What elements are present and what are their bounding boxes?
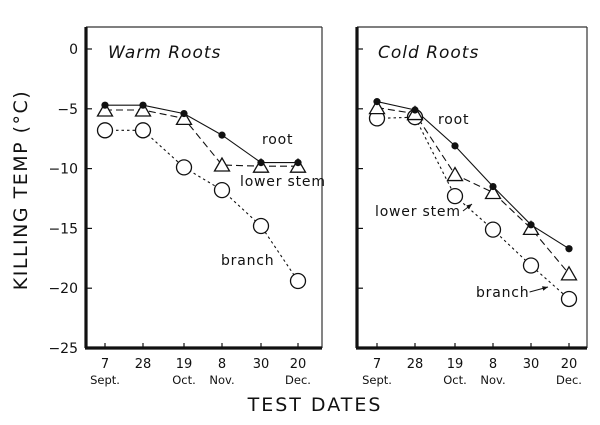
filled-circle-marker [489,182,497,191]
x-tick-month: Nov. [209,373,234,387]
series-annotation: branch [221,253,274,269]
open-circle-marker [484,221,502,238]
series-annotation: root [438,112,469,128]
open-triangle-marker [175,110,193,126]
open-circle-marker [134,122,152,139]
filled-circle-marker [294,159,302,167]
open-circle-marker [522,257,540,274]
panel-title: Warm Roots [108,43,221,63]
filled-circle-marker [451,142,459,150]
series-line-root [105,104,298,164]
x-tick-day: 30 [523,357,540,372]
open-triangle-marker [213,156,231,172]
x-tick-month: Dec. [285,373,311,387]
filled-circle-marker [139,101,147,109]
open-triangle-marker [446,166,464,182]
filled-circle-marker [527,221,535,229]
panel-title: Cold Roots [378,43,479,63]
series-line-branch [376,116,570,300]
x-tick-month: Sept. [90,373,120,387]
arrowhead-icon [466,204,472,210]
filled-circle-marker [101,101,109,109]
y-axis-label: KILLING TEMP (°C) [6,60,36,320]
filled-circle-marker [411,106,419,114]
open-triangle-marker [560,265,578,281]
x-tick-month: Dec. [556,373,582,387]
series-line-lower-stem [376,107,570,275]
x-tick-day: 28 [407,357,424,372]
open-circle-marker [560,290,578,308]
arrowhead-icon [542,286,548,291]
y-axis-label-text: KILLING TEMP (°C) [10,89,32,291]
series-annotation: lower stem [375,204,461,220]
open-circle-marker [96,122,114,139]
filled-circle-marker [565,245,573,253]
open-circle-marker [289,272,307,290]
x-tick-month: Sept. [362,373,392,387]
x-tick-month: Nov. [480,373,505,387]
x-tick-month: Oct. [443,373,467,387]
open-circle-marker [175,159,193,176]
filled-circle-marker [373,98,381,106]
x-tick-day: 7 [101,357,109,372]
filled-circle-marker [257,159,265,167]
y-tick-label: −5 [57,102,78,118]
x-tick-month: Oct. [172,373,196,387]
filled-circle-marker [218,131,226,139]
open-triangle-marker [484,184,502,200]
x-tick-day: 8 [218,357,226,372]
y-tick-label: 0 [69,42,78,58]
open-circle-marker [213,181,231,199]
x-tick-day: 20 [561,357,578,372]
x-tick-day: 28 [135,357,152,372]
y-tick-label: −25 [48,341,78,357]
x-tick-day: 19 [447,357,464,372]
x-tick-day: 19 [176,357,193,372]
y-tick-label: −10 [48,162,78,178]
y-tick-label: −15 [48,221,78,237]
open-circle-marker [252,217,270,235]
x-tick-day: 30 [253,357,270,372]
series-annotation: branch [476,285,529,301]
series-annotation: lower stem [240,174,326,190]
series-annotation: root [262,132,293,148]
open-triangle-marker [368,99,386,115]
open-circle-marker [446,187,464,205]
x-tick-day: 8 [489,357,497,372]
x-axis-label: TEST DATES [247,394,383,416]
series-line-root [376,101,570,250]
x-tick-day: 7 [373,357,381,372]
y-tick-label: −20 [48,281,78,297]
filled-circle-marker [180,109,188,118]
open-triangle-marker [134,101,152,117]
x-tick-day: 20 [290,357,307,372]
open-triangle-marker [96,101,114,117]
